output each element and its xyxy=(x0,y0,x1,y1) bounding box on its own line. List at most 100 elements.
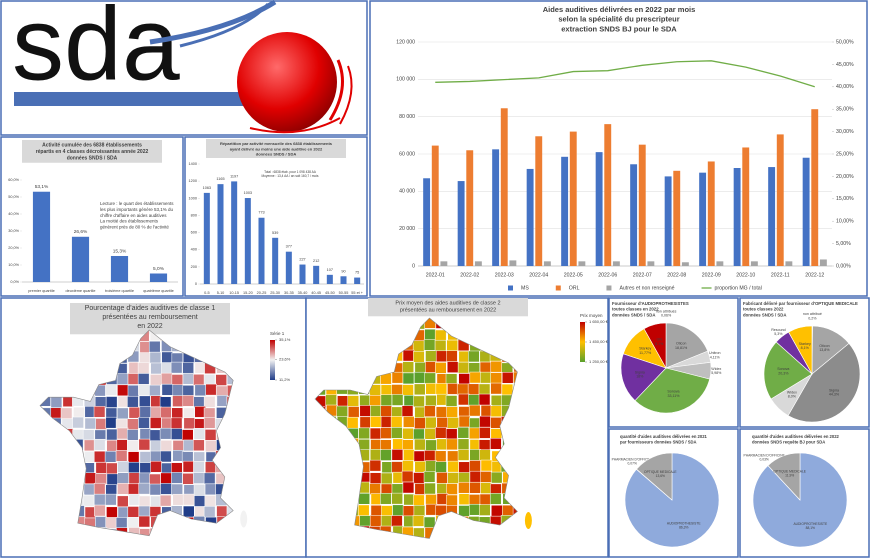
map-region xyxy=(116,439,129,451)
pie-slice xyxy=(763,341,813,400)
title-box xyxy=(70,303,230,335)
map-region xyxy=(183,407,195,420)
x-tick-label: troisième quartile xyxy=(105,289,134,293)
bar xyxy=(768,167,776,266)
map-region xyxy=(84,472,97,484)
map-region xyxy=(469,417,481,430)
map-region xyxy=(95,418,107,430)
map-region xyxy=(369,449,382,461)
map-region xyxy=(425,503,438,516)
map-region xyxy=(127,418,139,430)
corsica xyxy=(523,511,533,530)
logo-text: sda xyxy=(12,0,180,102)
map-region xyxy=(478,393,491,406)
map-region xyxy=(413,371,426,384)
map-region xyxy=(435,383,448,395)
map-region xyxy=(446,483,458,495)
bar xyxy=(578,261,586,266)
bar xyxy=(299,264,306,284)
map-region xyxy=(456,383,469,396)
map-region xyxy=(425,350,437,362)
map-region xyxy=(413,450,426,463)
y-tick-label: 10,0% xyxy=(8,263,19,267)
map-region xyxy=(346,416,359,429)
x-tick-label: 2022-05 xyxy=(564,272,583,278)
bar xyxy=(423,178,431,266)
colorbar-label: 1 450,00 € xyxy=(589,339,609,344)
map-region xyxy=(414,438,426,451)
bar xyxy=(354,277,361,284)
map-region xyxy=(403,416,415,428)
x-tick-label: 2022-12 xyxy=(805,272,824,278)
map-region xyxy=(414,417,426,429)
map-region xyxy=(205,383,217,396)
map-region xyxy=(479,427,491,439)
map-region xyxy=(171,483,183,496)
slice-value: 0,06% xyxy=(661,314,672,318)
map-region xyxy=(402,384,414,396)
chart-panel: Pourcentage d'aides auditives de classe … xyxy=(0,297,307,558)
map-region xyxy=(468,494,481,506)
slice-value: 44,3% xyxy=(829,393,840,397)
bar xyxy=(811,109,819,266)
logo-arc xyxy=(179,3,270,48)
map-region xyxy=(413,395,425,408)
bar xyxy=(673,170,681,266)
bar xyxy=(785,261,793,266)
bar xyxy=(707,161,715,266)
map-region xyxy=(203,396,216,408)
y2-tick-label: 30,00% xyxy=(836,129,854,135)
map-region xyxy=(160,406,172,419)
slice-label: AUDIOPROTHESISTE xyxy=(667,522,702,526)
map-region xyxy=(205,440,217,452)
map-region xyxy=(106,473,119,486)
map-region xyxy=(93,450,106,463)
y-tick-label: 60 000 xyxy=(399,151,415,157)
map-region xyxy=(347,406,360,418)
annotation: chiffre d'affaire en aides auditives xyxy=(100,213,167,218)
map-region xyxy=(490,372,502,384)
title-box xyxy=(368,298,528,317)
map-region xyxy=(446,350,458,362)
map-region xyxy=(436,417,449,429)
map-region xyxy=(150,495,162,508)
map-region xyxy=(138,515,151,528)
map-region xyxy=(139,352,151,365)
map-region xyxy=(138,505,151,518)
map-region xyxy=(126,429,139,441)
map-region xyxy=(94,504,106,517)
y-tick-label: 40 000 xyxy=(399,189,415,195)
map-region xyxy=(436,483,449,495)
map-region xyxy=(347,395,360,407)
map-region xyxy=(369,472,382,484)
map-region xyxy=(138,438,151,451)
map-region xyxy=(359,394,371,407)
slice-label: Starkey xyxy=(639,347,651,351)
colorbar xyxy=(580,322,585,362)
map-region xyxy=(478,439,491,451)
map-region xyxy=(490,437,502,450)
map-region xyxy=(160,450,172,463)
map-region xyxy=(446,339,459,352)
map-region xyxy=(425,395,437,407)
map-region xyxy=(478,504,491,516)
bar xyxy=(638,144,646,266)
map-region xyxy=(161,462,173,475)
map-region xyxy=(105,384,118,396)
map-region xyxy=(358,427,370,440)
map-region xyxy=(457,426,470,439)
map-region xyxy=(182,460,195,473)
map-region xyxy=(160,440,173,452)
value-label: 15,3% xyxy=(113,248,127,254)
map-region xyxy=(391,492,403,505)
map-region xyxy=(106,506,118,519)
bar xyxy=(595,152,603,266)
map-region xyxy=(115,450,128,462)
map-region xyxy=(149,351,162,364)
slice-value: 5,3% xyxy=(774,332,783,336)
slice-value: 13,8% xyxy=(819,348,830,352)
x-tick-label: 55 et + xyxy=(351,291,363,295)
y-tick-label: 20 000 xyxy=(399,226,415,232)
map-region xyxy=(215,374,227,386)
map-region xyxy=(390,427,403,439)
